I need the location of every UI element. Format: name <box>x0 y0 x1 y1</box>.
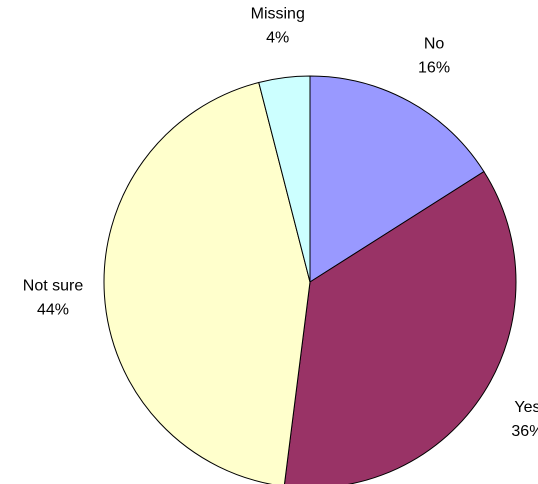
slice-value-label: 44% <box>37 301 69 318</box>
slice-label: Missing <box>251 6 305 23</box>
slice-value-label: 36% <box>511 423 538 440</box>
pie-slice <box>309 75 485 283</box>
pie-slice <box>103 81 311 484</box>
pie-slice <box>258 75 311 283</box>
slice-value-label: 4% <box>266 30 289 47</box>
slice-label: Yes <box>514 399 538 416</box>
slice-label: No <box>424 36 445 53</box>
pie-slice <box>283 170 517 484</box>
slice-label: Not sure <box>23 277 84 294</box>
slice-value-label: 16% <box>418 60 450 77</box>
